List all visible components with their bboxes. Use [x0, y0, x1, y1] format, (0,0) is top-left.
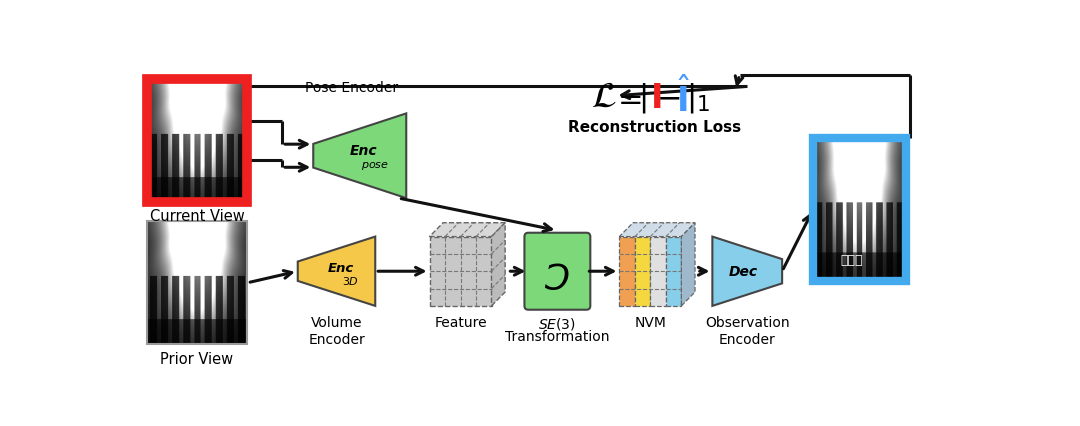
Text: Enc: Enc	[327, 261, 353, 274]
Text: $\mathit{SE}(3)$: $\mathit{SE}(3)$	[538, 315, 577, 331]
Text: $\mathbf{I}$: $\mathbf{I}$	[650, 81, 661, 115]
Text: $=$: $=$	[612, 83, 643, 112]
Text: $\mathcal{L}$: $\mathcal{L}$	[591, 80, 617, 113]
FancyBboxPatch shape	[525, 233, 591, 310]
Text: Volume
Encoder: Volume Encoder	[308, 315, 365, 347]
Bar	[650, 237, 666, 306]
Text: $|$: $|$	[637, 81, 646, 115]
Text: $\hat{\mathbf{I}}$: $\hat{\mathbf{I}}$	[676, 78, 691, 118]
Text: Transformation: Transformation	[505, 329, 609, 343]
Text: Prior View: Prior View	[161, 351, 233, 366]
Text: $\mathit{pose}$: $\mathit{pose}$	[361, 160, 389, 172]
Bar	[635, 237, 650, 306]
Polygon shape	[313, 114, 406, 199]
Bar	[619, 237, 635, 306]
Bar	[147, 80, 247, 202]
Polygon shape	[619, 223, 696, 237]
Text: Reconstruction Loss: Reconstruction Loss	[568, 119, 741, 135]
Bar	[813, 139, 906, 281]
Text: Observation
Encoder: Observation Encoder	[705, 315, 789, 347]
Polygon shape	[298, 237, 375, 306]
Polygon shape	[681, 223, 696, 306]
Text: 新智元: 新智元	[840, 253, 863, 266]
Text: NVM: NVM	[634, 315, 666, 329]
Text: $|_1$: $|_1$	[686, 81, 710, 115]
Text: Current View: Current View	[150, 209, 244, 224]
Text: $\mathit{C}$: $\mathit{C}$	[544, 255, 571, 288]
Text: Dec: Dec	[729, 265, 758, 279]
Polygon shape	[713, 237, 782, 306]
Bar	[666, 237, 681, 306]
Bar	[430, 237, 491, 306]
Text: $-$: $-$	[656, 83, 680, 112]
Polygon shape	[491, 223, 505, 306]
Text: $\mathit{3D}$: $\mathit{3D}$	[342, 275, 359, 287]
Text: Enc: Enc	[350, 143, 377, 157]
Polygon shape	[430, 223, 505, 237]
Text: Feature: Feature	[434, 315, 487, 329]
Text: Pose Encoder: Pose Encoder	[306, 81, 399, 95]
Bar	[147, 222, 247, 345]
